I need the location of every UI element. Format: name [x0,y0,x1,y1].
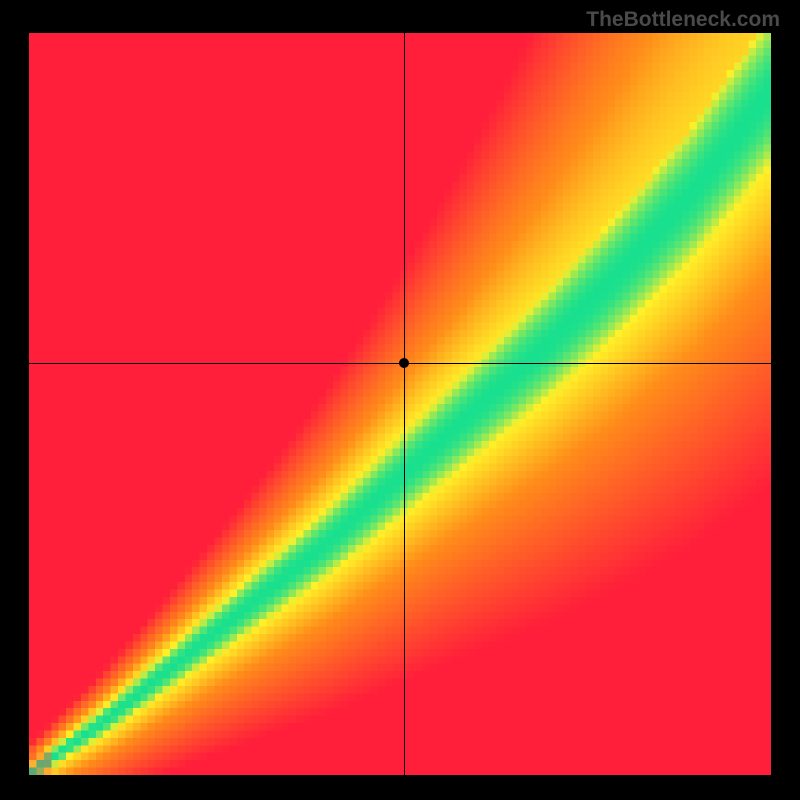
crosshair-vertical [404,33,405,775]
bottleneck-heatmap [29,33,771,775]
watermark-text: TheBottleneck.com [586,8,780,32]
crosshair-marker [399,358,409,368]
chart-container: TheBottleneck.com [0,0,800,800]
